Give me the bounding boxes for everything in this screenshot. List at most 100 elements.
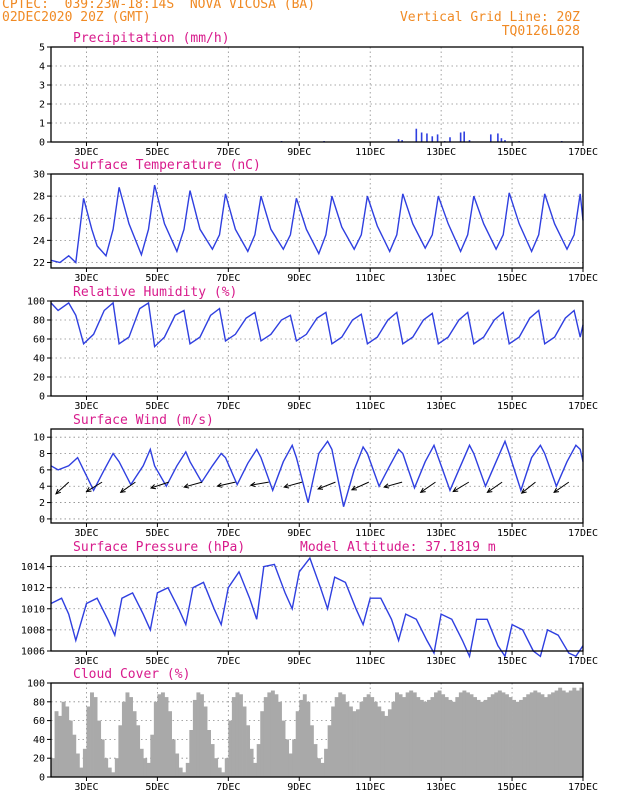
cloud-bar [65,706,70,777]
cloud-bar [235,692,240,777]
x-tick-label: 3DEC [74,147,98,158]
series-line [50,184,584,264]
y-tick-label: 26 [33,214,45,225]
cloud-bar [160,692,165,777]
panel-6: 0 20 40 60 80 100 3DEC 5DEC 7DEC 9DEC 11DEC 13DEC 15… [27,667,598,793]
x-tick-label: 9DEC [287,401,311,412]
precip-bar [426,133,428,142]
cloud-bar [490,694,495,777]
y-tick-label: 28 [33,192,45,203]
cloud-bar [522,697,527,777]
cloud-bar [473,697,477,777]
cloud-bar [334,697,339,777]
cloud-bar [107,767,112,777]
y-tick-label: 4 [39,62,45,73]
x-tick-label: 15DEC [497,656,527,667]
x-tick-label: 13DEC [426,147,456,158]
precip-bar [401,140,403,142]
cloud-bar [561,690,566,777]
panel-title: Cloud Cover (%) [73,667,190,682]
cloud-bar [231,697,236,777]
cloud-bar [136,725,141,777]
x-tick-label: 17DEC [568,528,598,539]
x-tick-label: 9DEC [287,147,311,158]
panel-frame [50,300,584,397]
wind-arrow [249,481,269,488]
panel-frame [50,173,584,269]
x-tick-label: 5DEC [145,273,169,284]
y-tick-label: 1014 [21,562,45,573]
panel-frame [50,682,584,778]
cloud-bar [224,758,229,777]
cloud-bar [579,687,584,777]
cloud-bar [444,697,449,777]
cloud-bar [277,701,282,777]
cloud-bar [207,730,211,777]
cloud-bar [93,697,98,777]
cloud-bar [228,720,233,777]
x-tick-label: 3DEC [74,401,98,412]
cloud-bar [558,687,563,777]
x-tick-label: 15DEC [497,528,527,539]
x-tick-label: 3DEC [74,656,98,667]
header-grid-line-info: Vertical Grid Line: 20Z [399,10,580,25]
cloud-bar [480,701,485,777]
cloud-bar [292,739,297,777]
cloud-bar [533,690,538,777]
cloud-bar [302,694,307,777]
cloud-bar [90,692,94,777]
cloud-bar [150,734,155,777]
panel-title: Surface Wind (m/s) [73,413,214,428]
cloud-bar [309,725,314,777]
cloud-bar [377,706,382,777]
x-tick-label: 11DEC [355,528,385,539]
cloud-bar [529,692,534,777]
cloud-bar [469,694,474,777]
wind-arrow [216,481,236,488]
x-tick-label: 15DEC [497,147,527,158]
cloud-bar [118,725,123,777]
panel-frame [50,428,584,524]
series-line [50,556,584,659]
cloud-bar [540,694,545,777]
cloud-bar [270,690,275,777]
header-model-id: TQ0126L028 [501,24,580,39]
precip-bar [504,140,506,142]
cloud-bar [185,762,190,777]
cloud-bar [352,711,357,777]
cloud-bar [288,753,293,777]
x-tick-label: 5DEC [145,528,169,539]
x-tick-label: 7DEC [216,401,240,412]
y-tick-label: 1006 [21,647,45,658]
cloud-bar [405,692,410,777]
cloud-bar [143,758,148,777]
cloud-bar [324,748,329,777]
cloud-bar [338,692,343,777]
cloud-bar [536,692,541,777]
x-tick-label: 5DEC [145,782,169,793]
cloud-bar [363,697,368,777]
cloud-bar [572,687,577,777]
cloud-bar [79,767,84,777]
precip-bar [489,134,492,142]
cloud-bar [281,720,286,777]
x-tick-label: 11DEC [355,782,385,793]
cloud-bar [565,692,570,777]
y-tick-label: 20 [33,373,45,384]
precip-bar [497,133,499,142]
cloud-bar [75,753,80,777]
wind-arrow [183,481,203,489]
y-tick-label: 5 [39,43,45,54]
cloud-bar [341,694,346,777]
cloud-bar [458,692,463,777]
cloud-bar [366,694,371,777]
cloud-bar [430,697,435,777]
cloud-bar [416,697,421,777]
cloud-bar [242,706,247,777]
cloud-bar [114,758,119,777]
x-tick-label: 11DEC [355,147,385,158]
cloud-bar [164,697,169,777]
cloud-bar [306,701,311,777]
cloud-bar [508,697,513,777]
panel-title: Relative Humidity (%) [73,285,237,300]
